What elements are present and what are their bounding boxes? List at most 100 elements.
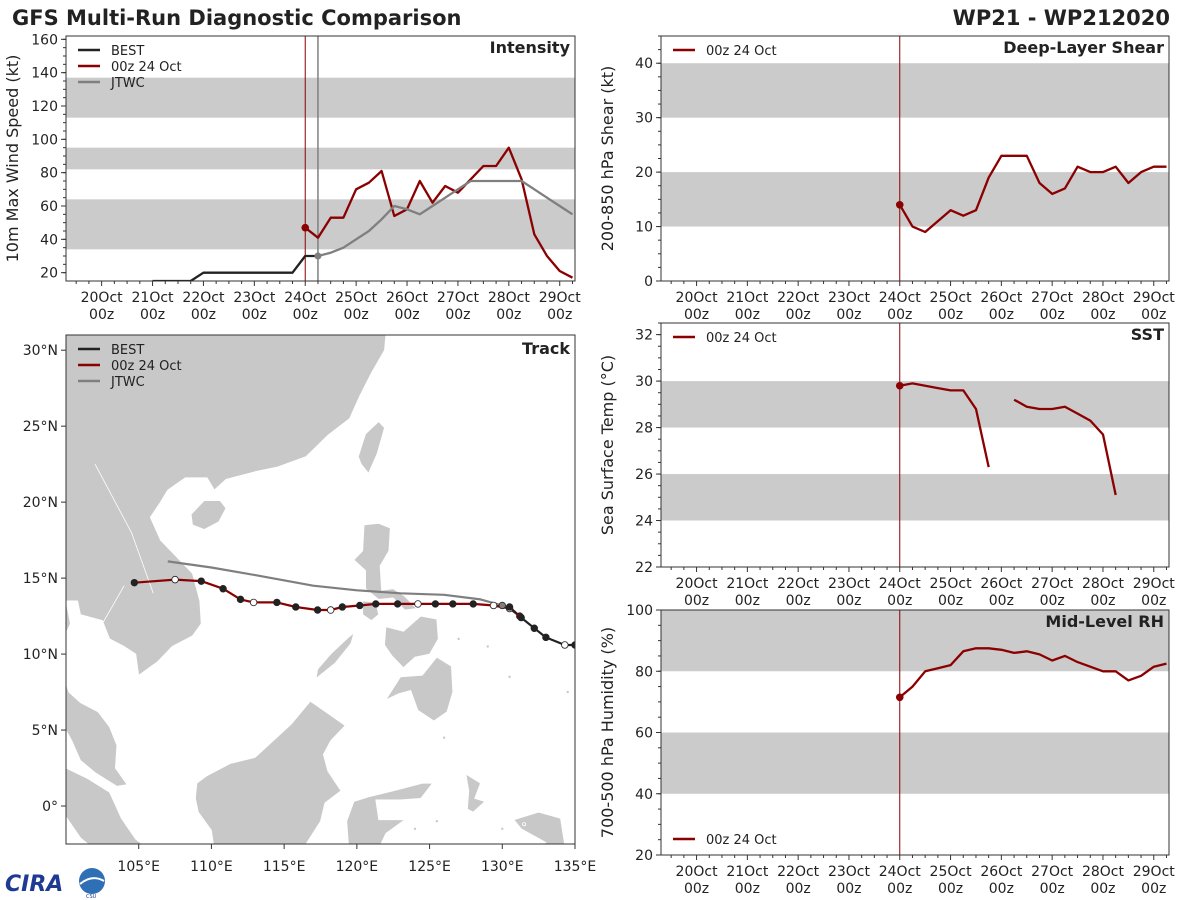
sst-init-point [895,381,904,390]
logo-swirl-icon [79,877,105,885]
rh-band [661,732,1169,794]
sst-frame [660,322,1170,568]
intensity-legend-label-gfs: 00z 24 Oct [111,60,182,75]
rh-xtick-label: 00z [735,881,760,897]
sst-ytick-label: 32 [635,328,653,344]
rh-xtick-label: 24Oct [879,864,922,880]
sst-xtick-label: 26Oct [980,576,1023,592]
sst-xtick-label: 00z [938,593,963,609]
shear-xtick-label: 00z [989,307,1014,323]
track-point-gfs [469,600,477,608]
sst-panel: 22242628303220Oct00z21Oct00z22Oct00z23Oc… [598,322,1175,609]
rh-xtick-label: 23Oct [828,864,871,880]
sst-xtick-label: 00z [1040,593,1065,609]
intensity-band [66,199,575,250]
sst-xtick-label: 00z [1090,593,1115,609]
track-point-gfs [130,578,139,587]
shear-ytick-label: 10 [635,220,653,236]
intensity-xtick-label: 28Oct [488,290,531,306]
intensity-band [66,147,575,170]
logo-text: CIRA [5,872,63,897]
track-point-best [561,641,569,649]
shear-xtick-label: 00z [1090,307,1115,323]
land-islet [442,735,447,740]
rh-xtick-label: 20Oct [676,864,719,880]
land-visayas [384,615,439,669]
intensity-xtick-label: 26Oct [386,290,429,306]
track-point-gfs [326,606,335,614]
rh-xtick-label: 00z [938,881,963,897]
track-frame [65,334,576,845]
rh-panel: 2040608010020Oct00z21Oct00z22Oct00z23Oct… [598,603,1175,897]
sst-band [661,381,1169,428]
rh-xtick-label: 29Oct [1133,864,1176,880]
shear-xtick-label: 28Oct [1082,290,1125,306]
land-sumatra [66,767,144,844]
intensity-xtick-label: 00z [242,307,267,323]
sst-xtick-label: 00z [887,593,912,609]
intensity-xtick-label: 00z [445,307,470,323]
rh-xtick-label: 22Oct [777,864,820,880]
shear-ytick-label: 40 [635,56,653,72]
shear-band [661,63,1169,118]
rh-xtick-label: 00z [786,881,811,897]
sst-ylabel: Sea Surface Temp (°C) [598,355,617,535]
track-point-gfs [489,601,498,610]
land-hainan [190,500,227,530]
rh-xtick-label: 00z [1141,881,1166,897]
sst-ytick-label: 28 [635,421,653,437]
rh-xtick-label: 00z [836,881,861,897]
rh-xtick-label: 00z [887,881,912,897]
sst-xtick-label: 27Oct [1031,576,1074,592]
rh-xtick-label: 27Oct [1031,864,1074,880]
rh-series-gfs [899,647,1167,699]
track-point-gfs [338,603,347,611]
land-new-guinea [513,811,565,844]
shear-xtick-label: 00z [938,307,963,323]
track-point-gfs [236,595,245,604]
shear-legend-label-gfs: 00z 24 Oct [706,44,777,59]
shear-xtick-label: 24Oct [879,290,922,306]
sst-xtick-label: 25Oct [930,576,973,592]
intensity-xtick-label: 00z [89,307,114,323]
track-point-best [530,624,538,632]
sst-ytick-label: 26 [635,467,653,483]
rh-ytick-label: 100 [626,603,653,619]
track-landmasses [66,335,570,844]
track-point-gfs [431,600,440,608]
land-islet [456,636,461,641]
intensity-xtick-label: 24Oct [284,290,327,306]
track-xtick-label: 120°E [336,859,379,875]
intensity-xtick-label: 21Oct [132,290,175,306]
sst-xtick-label: 00z [786,593,811,609]
shear-panel: 01020304020Oct00z21Oct00z22Oct00z23Oct00… [598,35,1175,323]
shear-xtick-label: 26Oct [980,290,1023,306]
intensity-xtick-label: 00z [293,307,318,323]
land-borneo [194,700,346,844]
track-xtick-label: 110°E [190,859,233,875]
rh-init-point [895,693,904,702]
sst-xtick-label: 00z [735,593,760,609]
intensity-ytick-label: 60 [40,199,58,215]
shear-xtick-label: 25Oct [930,290,973,306]
intensity-xtick-label: 00z [496,307,521,323]
shear-xtick-label: 00z [836,307,861,323]
track-ytick-label: 20°N [23,495,58,511]
intensity-ytick-label: 120 [31,99,58,115]
intensity-series-best [152,254,318,281]
track-point-gfs [372,600,380,608]
sst-title: SST [1131,325,1164,344]
land-islet [522,822,527,827]
shear-ylabel: 200-850 hPa Shear (kt) [598,66,617,252]
shear-ytick-label: 30 [635,111,653,127]
rh-legend-label-gfs: 00z 24 Oct [706,833,777,848]
intensity-panel: 2040608010012014016020Oct00z21Oct00z22Oc… [3,32,581,323]
rh-xtick-label: 25Oct [930,864,973,880]
intensity-frame [65,35,576,282]
shear-xtick-label: 27Oct [1031,290,1074,306]
shear-xtick-label: 22Oct [777,290,820,306]
sst-xtick-label: 22Oct [777,576,820,592]
intensity-title: Intensity [490,38,571,57]
sst-ytick-label: 30 [635,374,653,390]
shear-xtick-label: 00z [684,307,709,323]
